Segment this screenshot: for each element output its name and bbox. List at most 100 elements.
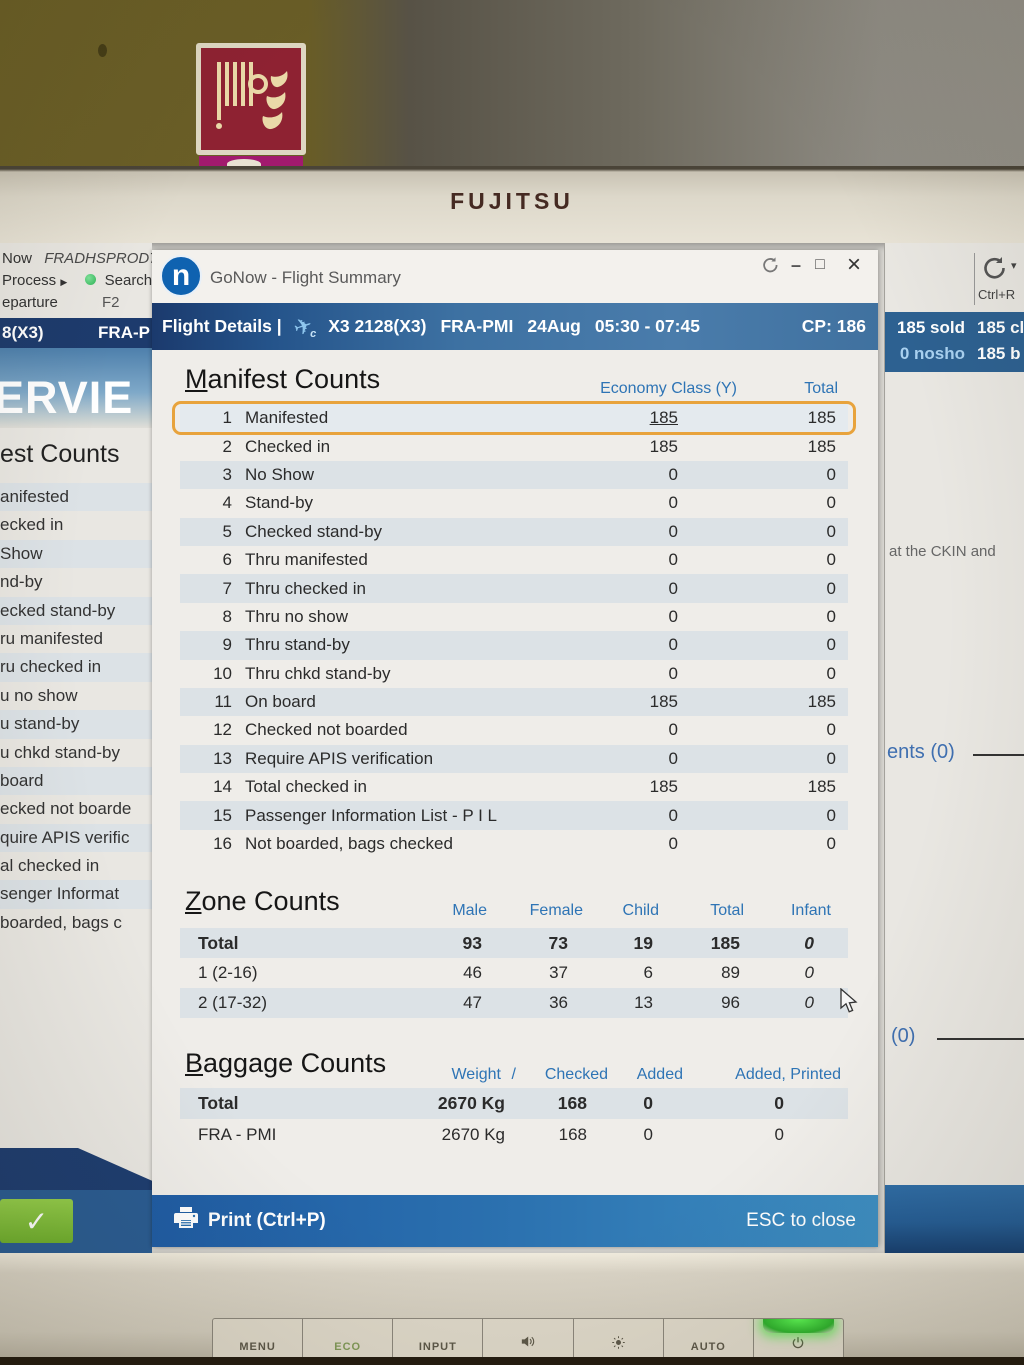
row-label: Thru stand-by [245, 635, 350, 655]
manifest-row[interactable]: 4 Stand-by 0 0 [180, 489, 848, 517]
weight-value: 2670 Kg [437, 1093, 505, 1113]
minimize-button[interactable]: – [790, 254, 801, 275]
brightness-icon [611, 1335, 626, 1353]
baggage-row: Total 2670 Kg 168 0 0 [180, 1088, 848, 1119]
added-printed-header: Added, Printed [735, 1066, 841, 1083]
economy-value: 0 [668, 720, 678, 740]
economy-value: 0 [668, 834, 678, 854]
monitor-buttons: MENU ECO INPUT AUTO [212, 1318, 844, 1360]
overview-list-item[interactable]: ecked in [0, 515, 64, 535]
logo-letter: n [171, 259, 191, 292]
manifest-counts-title: Manifest Counts [185, 364, 381, 394]
refresh-dropdown-caret-icon[interactable]: ▾ [1011, 260, 1017, 272]
overview-list-item[interactable]: Show [0, 539, 152, 569]
maximize-button[interactable]: □ [815, 256, 825, 273]
flight-details-label: Flight Details | [162, 316, 282, 336]
manifest-row[interactable]: 16 Not boarded, bags checked 0 0 [180, 830, 848, 858]
row-number: 14 [213, 777, 232, 797]
overview-list-item[interactable]: senger Informat [0, 880, 152, 909]
search-menu[interactable]: Search [104, 272, 152, 289]
refresh-icon[interactable] [981, 255, 1007, 286]
esc-to-close-hint: ESC to close [746, 1210, 856, 1231]
row-number: 7 [222, 578, 232, 598]
economy-value: 0 [668, 578, 678, 598]
overview-list-item[interactable]: quire APIS verific [0, 823, 152, 853]
overview-list: anifested ecked in Show nd-by ecked stand-by… [0, 483, 152, 937]
manifest-row[interactable]: 6 Thru manifested 0 0 [180, 546, 848, 574]
manifest-row[interactable]: 2 Checked in 185 185 [180, 432, 848, 460]
menu-arrow-icon: ▶ [60, 277, 68, 287]
zone-value: 13 [634, 993, 653, 1012]
manifest-row[interactable]: 3 No Show 0 0 [180, 460, 848, 490]
manifest-row[interactable]: 14 Total checked in 185 185 [180, 773, 848, 801]
row-label: Stand-by [245, 493, 314, 513]
zone-value: 73 [548, 932, 568, 953]
overview-list-item[interactable]: boarded, bags c [0, 912, 122, 932]
divider-line [973, 754, 1024, 756]
manifest-row[interactable]: 12 Checked not boarded 0 0 [180, 716, 848, 744]
manifest-row[interactable]: 7 Thru checked in 0 0 [180, 574, 848, 603]
events-link-fragment[interactable]: ents (0) [887, 741, 955, 763]
overview-list-item[interactable]: ecked stand-by [0, 596, 152, 625]
window-refresh-icon[interactable] [758, 252, 782, 278]
print-button[interactable]: Print (Ctrl+P) [174, 1207, 326, 1235]
total-value: 0 [826, 635, 836, 655]
baggage-counts-title: Baggage Counts [185, 1048, 387, 1078]
row-label: Thru no show [245, 606, 348, 626]
overview-list-item[interactable]: nd-by [0, 572, 43, 592]
overview-list-item[interactable]: ru manifested [0, 628, 103, 648]
desk-shadow [0, 1357, 1024, 1365]
total-header: Total [804, 380, 838, 397]
economy-value: 0 [668, 521, 678, 541]
economy-value: 0 [668, 493, 678, 513]
manifest-row[interactable]: 11 On board 185 185 [180, 687, 848, 717]
close-button[interactable]: × [846, 251, 861, 278]
overview-list-item[interactable]: u no show [0, 685, 78, 705]
gonow-logo-icon: n [160, 255, 202, 297]
row-label: Manifested [245, 408, 329, 428]
total-value: 0 [826, 606, 836, 626]
monitor-screen: Now FRADHSPROD7 Process ▶ Search epartur… [0, 243, 1024, 1253]
manifest-row[interactable]: 8 Thru no show 0 0 [180, 603, 848, 631]
added-header: Added [636, 1066, 683, 1083]
total-value: 0 [826, 720, 836, 740]
overview-list-item[interactable]: u chkd stand-by [0, 742, 121, 762]
overview-list-item[interactable]: ecked not boarde [0, 799, 132, 819]
overview-list-item[interactable]: al checked in [0, 856, 100, 876]
process-menu[interactable]: Process [2, 272, 57, 289]
checked-value: 168 [558, 1124, 587, 1144]
row-number: 4 [222, 493, 232, 513]
manifest-row[interactable]: 15 Passenger Information List - P I L 0 0 [180, 801, 848, 830]
economy-value: 0 [668, 748, 678, 768]
manifest-row[interactable]: 9 Thru stand-by 0 0 [180, 631, 848, 660]
row-number: 6 [222, 550, 232, 570]
added-value: 0 [643, 1124, 653, 1144]
checked-value: 168 [557, 1093, 587, 1113]
airline-logo-icon: ✈ c [290, 311, 317, 341]
confirm-button[interactable]: ✓ [0, 1199, 73, 1243]
count-link-fragment[interactable]: (0) [891, 1025, 916, 1047]
manifest-row[interactable]: 10 Thru chkd stand-by 0 0 [180, 660, 848, 688]
checked-count-fragment: 185 cl [977, 318, 1024, 337]
overview-list-item[interactable]: anifested [0, 483, 152, 512]
refresh-shortcut: Ctrl+R [978, 287, 1016, 302]
dialog-titlebar[interactable]: n GoNow - Flight Summary – □ × [152, 250, 878, 303]
economy-value: 0 [668, 805, 678, 825]
monitor-button-brightness [574, 1319, 664, 1359]
departure-label-fragment: eparture [2, 294, 58, 311]
row-number: 15 [213, 805, 232, 825]
row-label: Require APIS verification [245, 748, 434, 768]
total-value: 185 [807, 408, 836, 428]
zone-row: 2 (17-32) 47 36 13 96 0 [180, 988, 848, 1018]
window-title: GoNow - Flight Summary [210, 268, 401, 287]
overview-list-item[interactable]: board [0, 766, 152, 796]
manifest-row[interactable]: 1 Manifested 185 185 [172, 400, 856, 436]
overview-list-item[interactable]: u stand-by [0, 710, 152, 739]
manifest-row[interactable]: 13 Require APIS verification 0 0 [180, 744, 848, 774]
baggage-label: Total [198, 1093, 239, 1113]
manifest-row[interactable]: 5 Checked stand-by 0 0 [180, 517, 848, 546]
row-number: 10 [213, 663, 232, 683]
overview-list-item[interactable]: ru checked in [0, 653, 152, 682]
economy-value: 0 [668, 663, 678, 683]
